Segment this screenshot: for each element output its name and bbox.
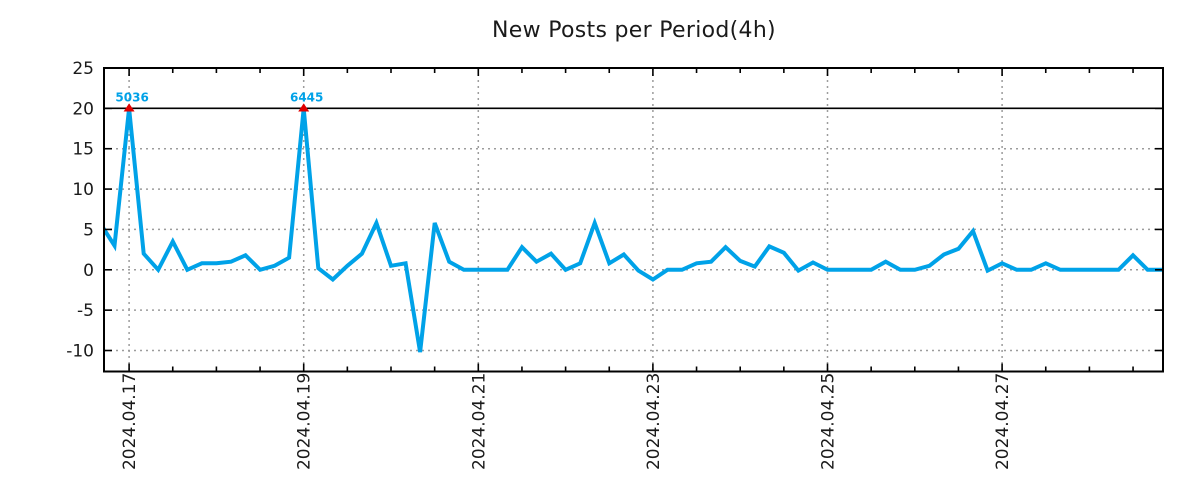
x-tick-label: 2024.04.19 <box>295 373 315 470</box>
x-tick-label: 2024.04.25 <box>819 373 839 470</box>
plot-border <box>103 67 1164 373</box>
peak-annotation: 6445 <box>290 90 323 104</box>
y-tick-label: 15 <box>72 140 94 160</box>
x-tick-label: 2024.04.27 <box>993 373 1013 470</box>
y-tick-label: 0 <box>83 261 94 281</box>
y-tick-label: 20 <box>72 99 94 119</box>
chart-title: New Posts per Period(4h) <box>492 18 776 43</box>
data-line <box>104 108 1163 353</box>
y-tick-label: -10 <box>66 342 94 362</box>
peak-marker <box>123 103 135 112</box>
y-tick-label: 10 <box>72 180 94 200</box>
x-tick-label: 2024.04.21 <box>469 373 489 470</box>
y-tick-label: 25 <box>72 59 94 79</box>
y-tick-label: 5 <box>83 220 94 240</box>
peak-annotation: 5036 <box>115 90 148 104</box>
y-tick-label: -5 <box>77 301 94 321</box>
peak-marker <box>298 103 310 112</box>
x-tick-label: 2024.04.17 <box>120 373 140 470</box>
x-tick-label: 2024.04.23 <box>644 373 664 470</box>
